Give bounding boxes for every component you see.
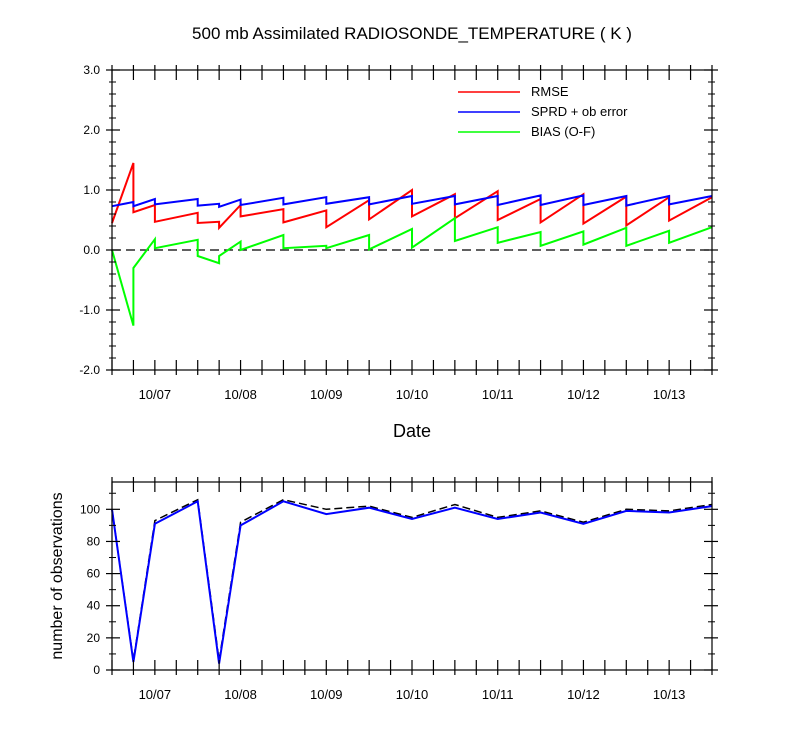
- x-tick-label: 10/12: [567, 387, 600, 402]
- rmse-spread-bias-chart: 500 mb Assimilated RADIOSONDE_TEMPERATUR…: [79, 24, 718, 441]
- y-tick-label: 20: [87, 631, 101, 645]
- series-line-0: [111, 498, 713, 661]
- x-tick-label: 10/08: [224, 387, 257, 402]
- legend-label-rmse: RMSE: [531, 84, 569, 99]
- x-tick-label: 10/10: [396, 687, 429, 702]
- y-tick-label: 1.0: [83, 183, 100, 197]
- y-tick-label: -2.0: [79, 363, 100, 377]
- y-tick-label: 0.0: [83, 243, 100, 257]
- y-tick-label: 40: [87, 599, 101, 613]
- y-tick-label: -1.0: [79, 303, 100, 317]
- x-tick-label: 10/09: [310, 387, 343, 402]
- y-tick-label: 80: [87, 534, 101, 548]
- y-tick-label: 100: [80, 502, 100, 516]
- y-tick-label: 2.0: [83, 123, 100, 137]
- x-tick-label: 10/11: [482, 387, 514, 402]
- series-line-2: [111, 216, 713, 326]
- x-axis-label: Date: [393, 421, 431, 441]
- x-tick-label: 10/09: [310, 687, 343, 702]
- x-tick-label: 10/12: [567, 687, 600, 702]
- x-tick-label: 10/10: [396, 387, 429, 402]
- legend-label-sprd: SPRD + ob error: [531, 104, 628, 119]
- y-tick-label: 3.0: [83, 63, 100, 77]
- x-tick-label: 10/13: [653, 387, 686, 402]
- x-tick-label: 10/08: [224, 687, 257, 702]
- x-tick-label: 10/07: [139, 387, 172, 402]
- x-tick-label: 10/11: [482, 687, 514, 702]
- bottom-y-axis-label: number of observations: [49, 492, 66, 659]
- legend: RMSE SPRD + ob error BIAS (O-F): [458, 84, 628, 139]
- x-tick-label: 10/13: [653, 687, 686, 702]
- series-line-1: [111, 499, 713, 664]
- observation-count-chart: 0 20 40 60 80 100 10/07 10/08 10/09 10/10 10/11 10/…: [49, 477, 718, 702]
- y-tick-label: 60: [87, 567, 101, 581]
- legend-label-bias: BIAS (O-F): [531, 124, 595, 139]
- bottom-plot-frame: [111, 481, 713, 671]
- series-line-0: [111, 162, 713, 231]
- y-tick-label: 0: [93, 663, 100, 677]
- chart-title: 500 mb Assimilated RADIOSONDE_TEMPERATUR…: [192, 24, 632, 43]
- x-tick-label: 10/07: [139, 687, 172, 702]
- series-line-1: [111, 194, 713, 209]
